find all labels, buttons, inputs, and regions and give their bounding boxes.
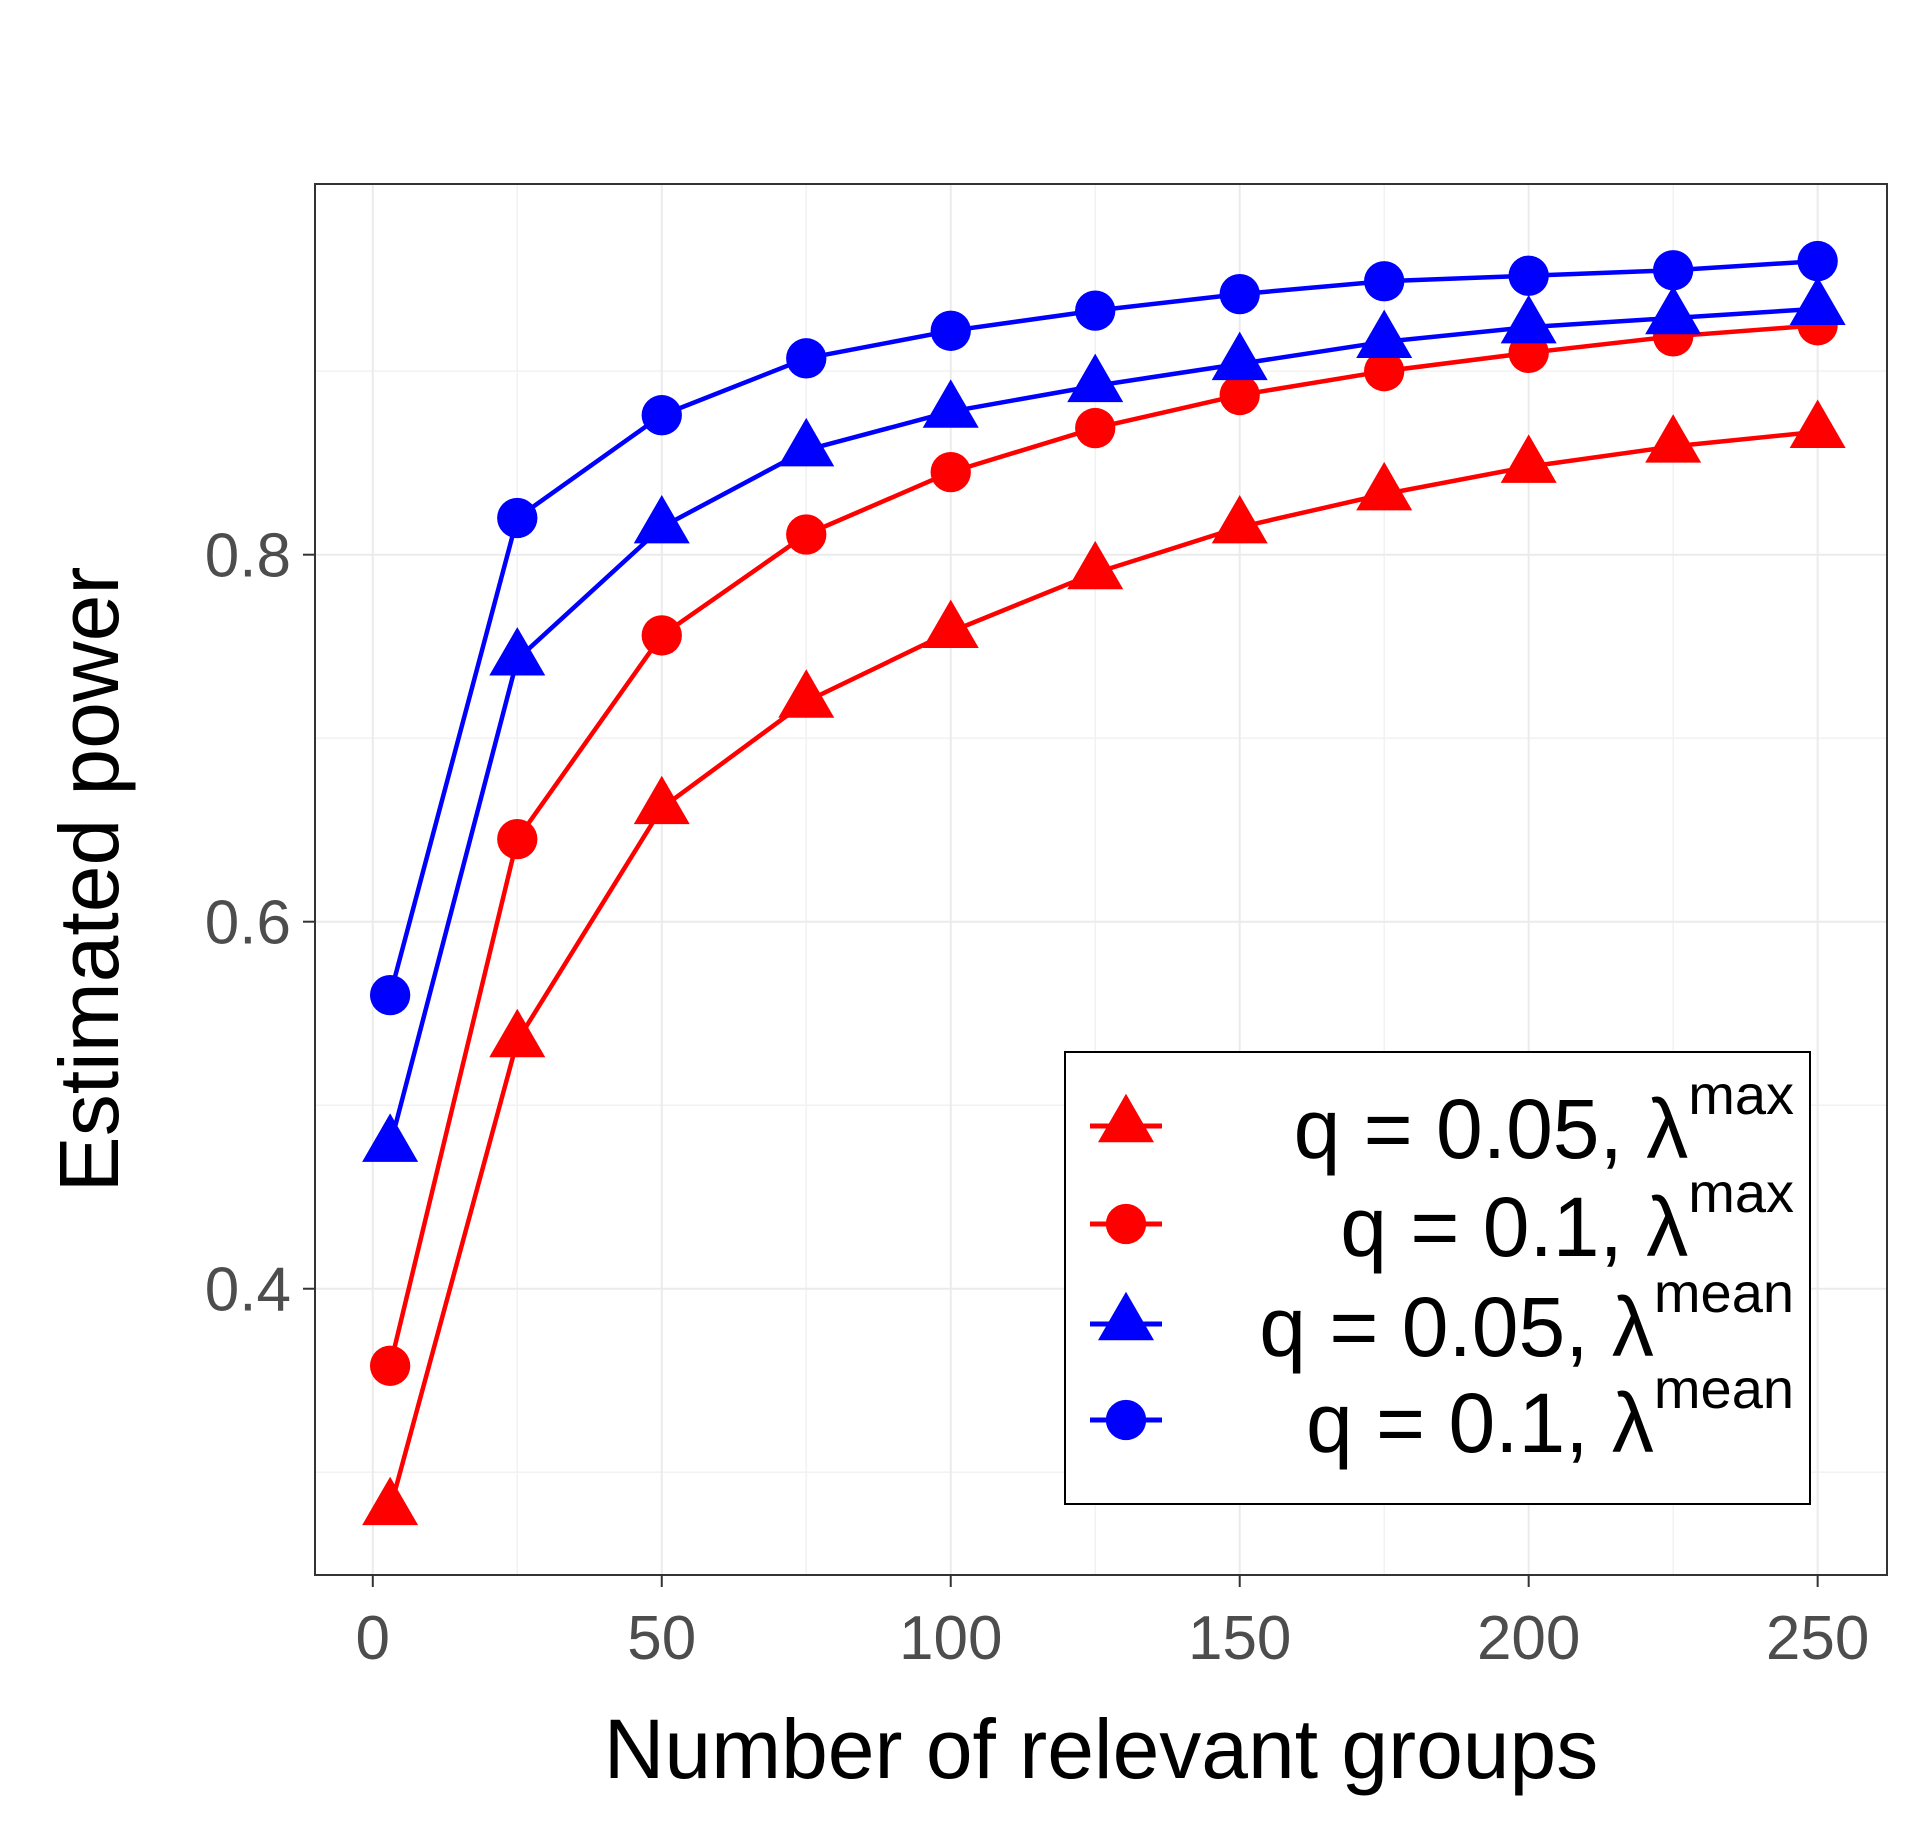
- legend-item: q = 0.05, λmax: [1090, 1063, 1794, 1176]
- legend-label: q = 0.05, λmax: [1294, 1063, 1794, 1176]
- x-tick-label: 0: [356, 1604, 390, 1673]
- data-point: [1797, 240, 1838, 282]
- y-axis-title: Estimated power: [42, 567, 136, 1193]
- data-point: [786, 338, 827, 379]
- y-tick-label: 0.4: [205, 1256, 291, 1325]
- series-3: [362, 276, 1846, 1162]
- data-point: [1500, 434, 1557, 483]
- data-point: [641, 395, 682, 436]
- data-point: [1067, 540, 1124, 590]
- data-point: [930, 451, 971, 493]
- x-tick-label: 200: [1477, 1604, 1580, 1673]
- data-point: [1219, 374, 1260, 416]
- data-point: [1508, 255, 1549, 296]
- legend-label: q = 0.1, λmean: [1306, 1357, 1794, 1470]
- legend-marker: [1098, 1291, 1154, 1341]
- axis-ticks: [303, 553, 1819, 1587]
- legend-marker: [1105, 1399, 1147, 1441]
- data-point: [641, 615, 682, 656]
- data-point: [1500, 294, 1557, 344]
- data-point: [1219, 273, 1260, 315]
- plot-panel-border: [314, 183, 1888, 1576]
- data-point: [362, 1113, 419, 1162]
- data-point: [1075, 407, 1116, 449]
- data-point: [369, 974, 411, 1016]
- data-point: [1789, 399, 1846, 448]
- tick-labels: 0 50 100 150 200 250 0.4 0.6 0.8: [205, 522, 1870, 1673]
- data-point: [1364, 351, 1405, 392]
- data-point: [1211, 494, 1268, 544]
- series-4: [369, 240, 1838, 1016]
- data-point: [497, 497, 538, 539]
- x-tick-label: 150: [1188, 1604, 1291, 1673]
- data-point: [786, 514, 827, 555]
- x-tick-label: 250: [1766, 1604, 1869, 1673]
- data-point: [1653, 250, 1694, 291]
- data-point: [362, 1476, 419, 1526]
- data-point: [922, 599, 979, 649]
- data-point: [1356, 461, 1413, 511]
- data-point: [1067, 353, 1124, 403]
- data-point: [1075, 290, 1116, 331]
- x-tick-label: 50: [627, 1604, 696, 1673]
- x-axis-title: Number of relevant groups: [604, 1702, 1599, 1796]
- data-point: [778, 669, 835, 718]
- legend-box: [1064, 1051, 1811, 1505]
- data-point: [489, 1008, 546, 1058]
- legend-label: q = 0.05, λmean: [1259, 1261, 1794, 1374]
- series-layer: [362, 240, 1846, 1526]
- series-2: [369, 305, 1838, 1386]
- data-point: [1364, 261, 1405, 302]
- series-1: [362, 399, 1846, 1526]
- data-point: [930, 310, 971, 351]
- y-tick-label: 0.8: [205, 522, 291, 591]
- data-point: [497, 818, 538, 860]
- data-point: [633, 775, 690, 825]
- data-point: [489, 627, 546, 676]
- data-point: [1789, 276, 1846, 326]
- legend-item: q = 0.1, λmean: [1090, 1357, 1794, 1470]
- legend-label: q = 0.1, λmax: [1340, 1161, 1794, 1274]
- data-point: [369, 1345, 411, 1386]
- data-point: [922, 379, 979, 428]
- data-point: [1645, 414, 1702, 463]
- data-point: [1211, 331, 1268, 381]
- y-tick-label: 0.6: [205, 889, 291, 958]
- legend-marker: [1098, 1093, 1154, 1143]
- legend-item: q = 0.1, λmax: [1090, 1161, 1794, 1274]
- data-point: [633, 494, 690, 544]
- legend-marker: [1105, 1203, 1147, 1245]
- data-point: [1645, 285, 1702, 335]
- x-tick-label: 100: [899, 1604, 1002, 1673]
- legend-item: q = 0.05, λmean: [1090, 1261, 1794, 1374]
- data-point: [778, 417, 835, 467]
- data-point: [1356, 309, 1413, 359]
